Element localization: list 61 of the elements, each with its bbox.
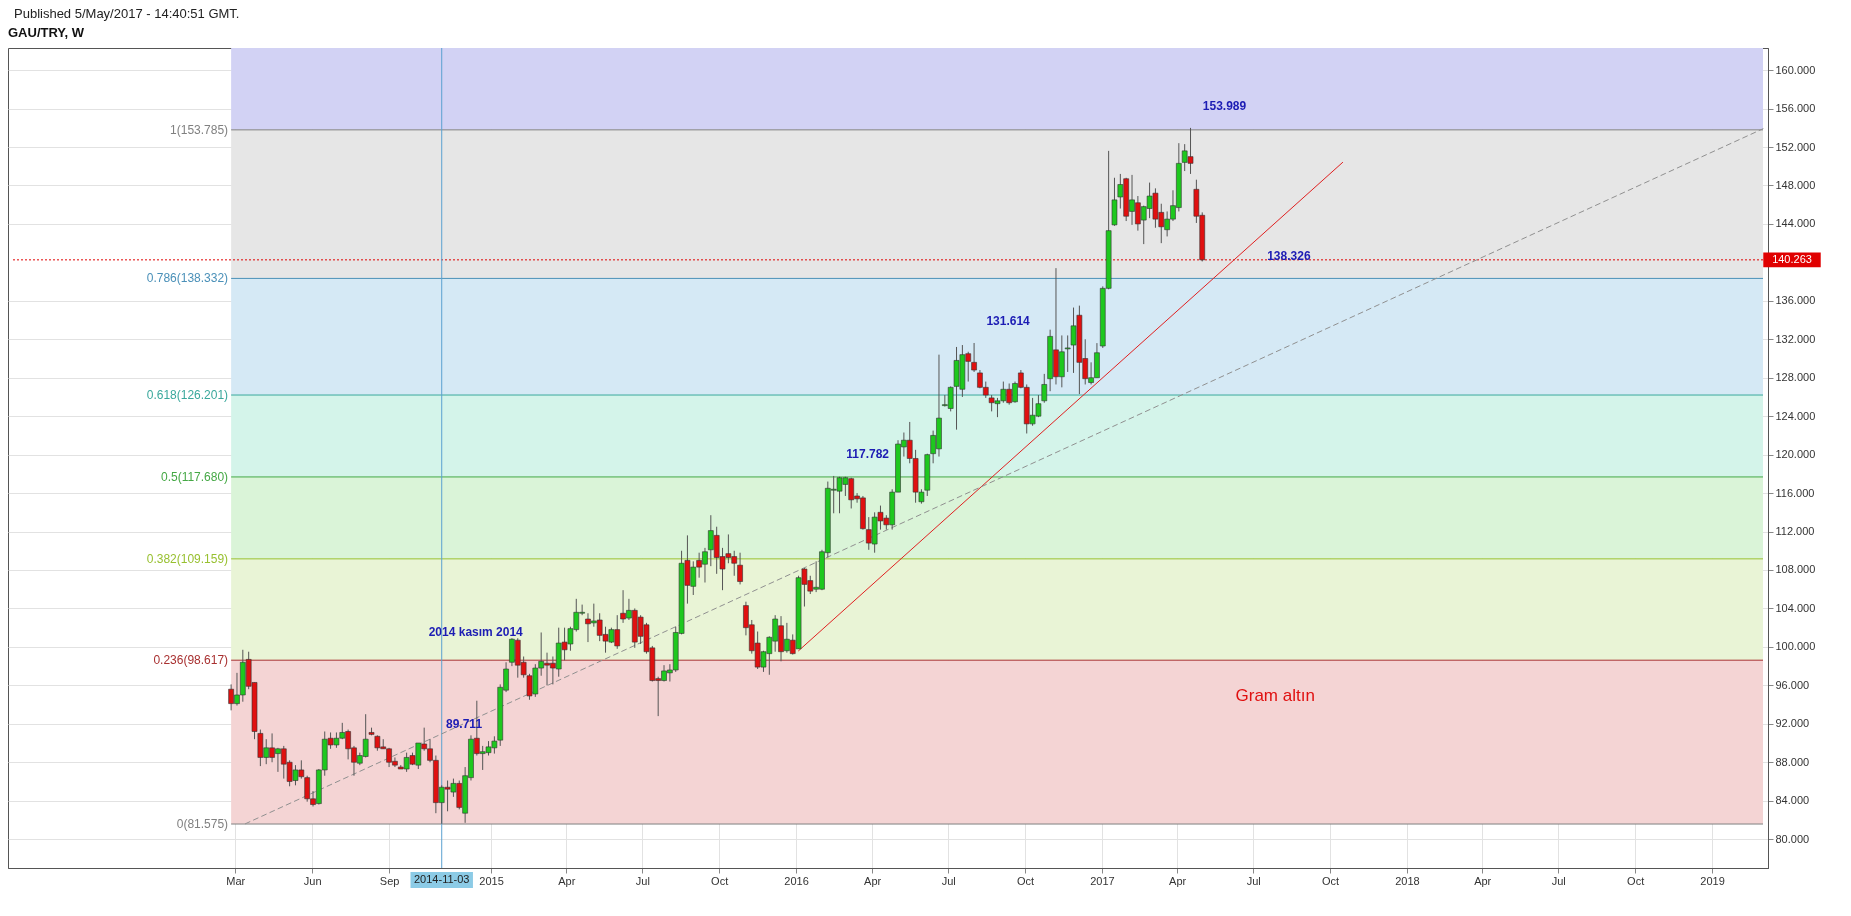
- x-tick-label: 2017: [1090, 874, 1115, 887]
- y-tick-label: 108.000: [1775, 563, 1816, 576]
- y-tick-label: 136.000: [1775, 294, 1816, 307]
- x-tick-label: Apr: [1169, 874, 1187, 887]
- ref-line-label: 0(81.575): [176, 817, 229, 832]
- candlestick: [737, 552, 743, 585]
- x-tick-label: Oct: [1627, 874, 1645, 887]
- x-tick-label: Apr: [1474, 874, 1492, 887]
- y-tick-label: 84.000: [1775, 794, 1810, 807]
- y-tick-label: 128.000: [1775, 371, 1816, 384]
- x-tick-label: Jul: [941, 874, 956, 887]
- x-tick-label: 2018: [1395, 874, 1420, 887]
- x-tick-label: 2016: [784, 874, 809, 887]
- x-tick-label: Apr: [864, 874, 882, 887]
- x-tick-label: Oct: [1017, 874, 1035, 887]
- y-tick-label: 96.000: [1775, 678, 1810, 691]
- y-tick-label: 104.000: [1775, 601, 1816, 614]
- ref-line-label: 0.5(117.680): [160, 469, 229, 484]
- x-tick-label: Jul: [635, 874, 650, 887]
- y-tick-label: 100.000: [1775, 640, 1816, 653]
- ref-line-label: 1(153.785): [170, 122, 229, 137]
- y-tick-label: 132.000: [1775, 332, 1816, 345]
- x-tick-label: Jun: [303, 874, 322, 887]
- y-tick-label: 148.000: [1775, 178, 1816, 191]
- y-tick-label: 144.000: [1775, 217, 1816, 230]
- ref-line-label: 0.236(98.617): [153, 653, 229, 668]
- y-tick-label: 124.000: [1775, 409, 1816, 422]
- ref-line-label: 140.263: [1772, 252, 1812, 265]
- annotation: 131.614: [986, 313, 1031, 328]
- y-tick-label: 80.000: [1775, 832, 1810, 845]
- text: Published 5/May/2017 - 14:40:51 GMT.: [13, 5, 241, 23]
- ref-line-label: 0.786(138.332): [146, 271, 229, 286]
- x-tick-label: Sep: [379, 874, 400, 887]
- x-tick-label: Jul: [1551, 874, 1566, 887]
- ref-line-label: 2014-11-03: [414, 873, 470, 885]
- ref-line-label: 0.382(109.159): [146, 551, 229, 566]
- annotation: 117.782: [846, 446, 890, 461]
- ref-line-label: 0.618(126.201): [146, 388, 229, 403]
- y-tick-label: 160.000: [1775, 63, 1816, 76]
- y-tick-label: 152.000: [1775, 140, 1816, 153]
- annotation: 153.989: [1202, 98, 1247, 113]
- y-tick-label: 156.000: [1775, 102, 1816, 115]
- y-tick-label: 116.000: [1775, 486, 1815, 499]
- chart-title: GAU/TRY, W: [8, 24, 85, 40]
- y-tick-label: 120.000: [1775, 448, 1816, 461]
- annotation: 2014 kasım 2014: [428, 624, 524, 639]
- annotation: 89.711: [446, 716, 483, 731]
- annotation: Gram altın: [1235, 685, 1315, 705]
- y-tick-label: 112.000: [1775, 525, 1815, 538]
- x-tick-label: 2019: [1700, 874, 1725, 887]
- x-tick-label: Oct: [711, 874, 729, 887]
- x-tick-label: Jul: [1246, 874, 1261, 887]
- candlestick: [1041, 373, 1048, 404]
- x-tick-label: Apr: [558, 874, 576, 887]
- y-tick-label: 88.000: [1775, 755, 1810, 768]
- x-tick-label: 2015: [479, 874, 504, 887]
- x-tick-label: Mar: [226, 874, 246, 887]
- annotation: 138.326: [1267, 249, 1311, 264]
- x-tick-label: Oct: [1322, 874, 1340, 887]
- y-tick-label: 92.000: [1775, 717, 1810, 730]
- candlestick: [971, 342, 977, 373]
